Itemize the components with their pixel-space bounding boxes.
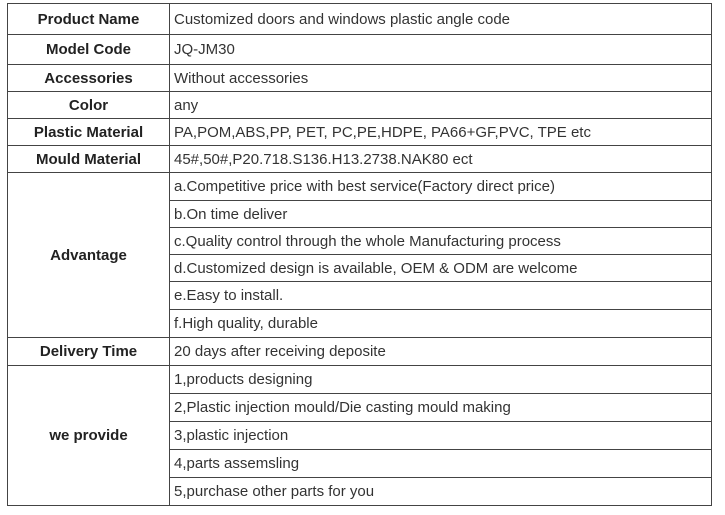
advantage-label: Advantage [7,172,170,338]
row-value: JQ-JM30 [169,34,712,65]
row-label: Model Code [7,34,170,65]
provide-item: 4,parts assemsling [169,449,712,478]
provide-item: 1,products designing [169,365,712,394]
advantage-item: e.Easy to install. [169,281,712,310]
table-row: Accessories Without accessories [7,64,712,92]
table-row: Mould Material 45#,50#,P20.718.S136.H13.… [7,145,712,173]
provide-item: 3,plastic injection [169,421,712,450]
row-value: any [169,91,712,119]
table-row: Plastic Material PA,POM,ABS,PP, PET, PC,… [7,118,712,146]
advantage-item: f.High quality, durable [169,309,712,338]
advantage-item: a.Competitive price with best service(Fa… [169,172,712,201]
row-label: Accessories [7,64,170,92]
row-value: 45#,50#,P20.718.S136.H13.2738.NAK80 ect [169,145,712,173]
delivery-value: 20 days after receiving deposite [169,337,712,366]
delivery-label: Delivery Time [7,337,170,366]
table-row: Color any [7,91,712,119]
row-label: Mould Material [7,145,170,173]
row-label: Product Name [7,3,170,35]
table-row: we provide 1,products designing [7,365,712,506]
advantage-item: b.On time deliver [169,200,712,228]
provide-item: 2,Plastic injection mould/Die casting mo… [169,393,712,422]
table-row: Model Code JQ-JM30 [7,34,712,65]
table-row: Product Name Customized doors and window… [7,3,712,35]
advantage-item: c.Quality control through the whole Manu… [169,227,712,255]
table-row: Advantage a.Competitive price with best … [7,172,712,338]
row-value: Customized doors and windows plastic ang… [169,3,712,35]
row-label: Plastic Material [7,118,170,146]
provide-item: 5,purchase other parts for you [169,477,712,506]
row-value: PA,POM,ABS,PP, PET, PC,PE,HDPE, PA66+GF,… [169,118,712,146]
table-row: Delivery Time 20 days after receiving de… [7,337,712,366]
row-label: Color [7,91,170,119]
provide-label: we provide [7,365,170,506]
row-value: Without accessories [169,64,712,92]
advantage-item: d.Customized design is available, OEM & … [169,254,712,282]
product-spec-table: Product Name Customized doors and window… [7,3,712,506]
